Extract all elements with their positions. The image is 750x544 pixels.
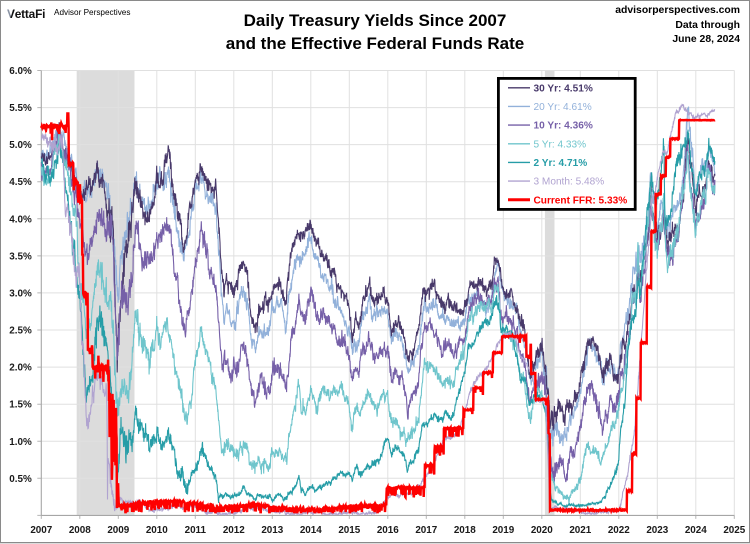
svg-text:2015: 2015 [338, 525, 360, 536]
svg-text:20 Yr: 4.61%: 20 Yr: 4.61% [534, 102, 592, 113]
svg-text:2022: 2022 [608, 525, 630, 536]
svg-text:4.0%: 4.0% [9, 214, 32, 225]
svg-text:4.5%: 4.5% [9, 177, 32, 188]
svg-text:2020: 2020 [531, 525, 553, 536]
svg-text:0.5%: 0.5% [9, 474, 32, 485]
svg-text:2019: 2019 [492, 525, 514, 536]
svg-text:2017: 2017 [415, 525, 437, 536]
svg-text:2 Yr: 4.71%: 2 Yr: 4.71% [534, 158, 588, 169]
svg-text:2.5%: 2.5% [9, 326, 32, 337]
svg-text:1.0%: 1.0% [9, 437, 32, 448]
svg-text:3.0%: 3.0% [9, 288, 32, 299]
svg-text:2013: 2013 [261, 525, 283, 536]
svg-text:Current FFR: 5.33%: Current FFR: 5.33% [534, 195, 628, 206]
svg-text:2016: 2016 [377, 525, 399, 536]
svg-text:2007: 2007 [30, 525, 52, 536]
svg-text:3.5%: 3.5% [9, 251, 32, 262]
svg-text:2024: 2024 [685, 525, 707, 536]
svg-text:6.0%: 6.0% [9, 66, 32, 77]
svg-text:5 Yr: 4.33%: 5 Yr: 4.33% [534, 139, 587, 150]
svg-text:5.0%: 5.0% [9, 140, 32, 151]
svg-text:2011: 2011 [185, 525, 207, 536]
svg-text:30 Yr: 4.51%: 30 Yr: 4.51% [534, 83, 593, 94]
svg-text:1.5%: 1.5% [9, 400, 32, 411]
svg-text:2021: 2021 [569, 525, 591, 536]
svg-text:2018: 2018 [454, 525, 476, 536]
svg-text:3 Month: 5.48%: 3 Month: 5.48% [534, 177, 605, 188]
svg-text:2.0%: 2.0% [9, 363, 32, 374]
svg-text:5.5%: 5.5% [9, 103, 32, 114]
svg-text:2023: 2023 [646, 525, 668, 536]
svg-text:10 Yr: 4.36%: 10 Yr: 4.36% [534, 121, 593, 132]
svg-text:2009: 2009 [107, 525, 129, 536]
svg-text:2008: 2008 [69, 525, 91, 536]
svg-text:2025: 2025 [723, 525, 745, 536]
svg-text:2010: 2010 [146, 525, 168, 536]
svg-text:2012: 2012 [223, 525, 245, 536]
svg-text:2014: 2014 [300, 525, 322, 536]
